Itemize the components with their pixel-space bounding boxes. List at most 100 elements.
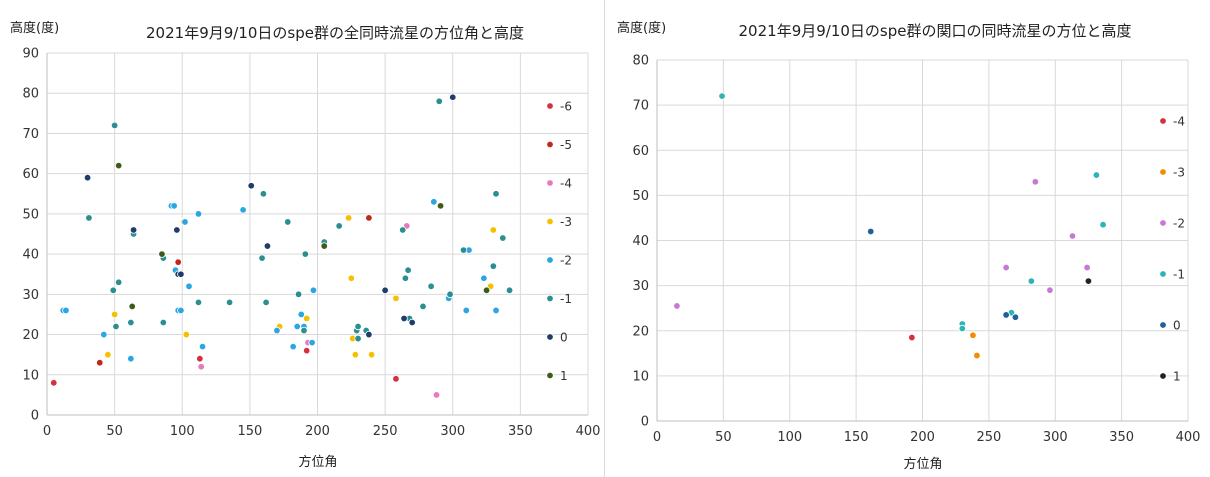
data-point-mag-0 — [381, 286, 389, 295]
legend-marker — [546, 371, 554, 380]
data-point-mag-neg2 — [1046, 286, 1054, 294]
data-point-mag-neg1 — [499, 234, 507, 242]
data-point-mag-0 — [365, 330, 373, 339]
data-point-mag-1 — [482, 286, 491, 295]
data-point-mag-neg1 — [85, 214, 93, 222]
data-point-mag-neg1 — [446, 290, 454, 299]
chart-title: 2021年9月9/10日のspe群の関口の同時流星の方位と高度 — [739, 22, 1132, 40]
data-point-mag-neg1 — [112, 322, 120, 331]
data-point-mag-neg1 — [489, 262, 498, 270]
x-tick-label: 250 — [373, 424, 398, 439]
y-tick-label: 90 — [22, 47, 39, 62]
legend-entry-label: -3 — [560, 215, 572, 229]
y-tick-label: 30 — [632, 279, 649, 294]
y-tick-label: 80 — [22, 87, 39, 102]
data-point-mag-neg2 — [293, 322, 301, 331]
x-tick-label: 300 — [440, 424, 465, 439]
data-point-mag-0 — [263, 242, 272, 250]
chart-panel-all: 2021年9月9/10日のspe群の全同時流星の方位角と高度 高度(度) 方位角 0 5… — [10, 0, 605, 477]
legend-marker — [1159, 321, 1167, 329]
x-tick-label: 0 — [43, 424, 51, 439]
legend-marker — [1159, 219, 1167, 227]
y-tick-label: 70 — [632, 99, 649, 114]
legend-entry-label: -4 — [1173, 115, 1185, 129]
y-tick-label: 0 — [641, 415, 649, 430]
data-point-mag-0 — [408, 318, 416, 327]
data-point-mag-neg6 — [392, 375, 400, 383]
data-point-mag-0 — [867, 227, 875, 236]
data-point-mag-0 — [400, 314, 408, 323]
data-point-mag-neg1 — [1092, 171, 1101, 179]
data-point-mag-neg2 — [181, 218, 189, 226]
data-point-mag-neg3 — [351, 350, 360, 359]
y-tick-label: 40 — [632, 234, 649, 249]
data-point-mag-neg1 — [294, 290, 303, 299]
data-point-mag-neg2 — [297, 310, 305, 319]
data-point-mag-neg2 — [673, 302, 681, 310]
y-tick-label: 0 — [31, 409, 39, 424]
data-point-mag-neg2 — [194, 210, 203, 218]
chart-title: 2021年9月9/10日のspe群の全同時流星の方位角と高度 — [146, 24, 524, 42]
data-point-mag-neg3 — [969, 331, 977, 339]
data-point-mag-1 — [436, 202, 445, 210]
data-point-mag-neg1 — [301, 250, 310, 258]
data-point-mag-neg2 — [1031, 178, 1040, 186]
data-point-mag-1 — [114, 161, 123, 170]
data-point-mag-neg2 — [430, 198, 438, 206]
data-point-mag-1 — [128, 302, 136, 311]
data-point-mag-1 — [158, 250, 166, 258]
data-point-mag-neg6 — [50, 379, 58, 387]
data-point-mag-neg2 — [492, 306, 500, 315]
data-point-mag-0 — [83, 173, 92, 182]
legend-entry-label: 0 — [1173, 319, 1181, 333]
data-point-mag-neg3 — [110, 310, 119, 319]
data-point-mag-0 — [247, 182, 255, 190]
data-point-mag-neg4 — [197, 363, 205, 371]
legend-entry-label: -5 — [560, 138, 572, 152]
data-point-mag-neg3 — [104, 350, 112, 359]
data-point-mag-neg2 — [185, 282, 193, 290]
chart-panel-sekiguchi: 2021年9月9/10日のspe群の関口の同時流星の方位と高度 高度(度) 方位角 0… — [605, 0, 1210, 477]
legend-marker — [1159, 270, 1167, 278]
legend-marker — [546, 140, 554, 149]
x-tick-label: 250 — [976, 430, 1001, 445]
x-tick-label: 150 — [844, 430, 869, 445]
x-tick-label: 350 — [508, 424, 533, 439]
y-tick-label: 30 — [22, 288, 39, 303]
data-point-mag-neg6 — [302, 346, 311, 355]
y-tick-label: 50 — [22, 207, 39, 222]
y-tick-label: 80 — [632, 54, 649, 69]
data-point-mag-neg1 — [427, 282, 435, 290]
data-point-mag-neg3 — [182, 330, 191, 339]
data-point-mag-0 — [449, 93, 457, 101]
data-point-mag-neg1 — [225, 298, 234, 307]
data-point-mag-neg1 — [1099, 221, 1107, 229]
data-point-mag-0 — [129, 226, 138, 234]
data-point-mag-neg1 — [110, 121, 119, 130]
data-point-mag-neg5 — [174, 258, 182, 266]
data-point-mag-neg1 — [459, 246, 468, 254]
x-tick-label: 200 — [910, 430, 935, 445]
data-point-mag-neg4 — [908, 333, 916, 342]
y-tick-label: 10 — [22, 368, 39, 383]
data-point-mag-0 — [1002, 311, 1010, 319]
data-point-mag-neg2 — [273, 326, 281, 335]
data-point-mag-neg1 — [404, 266, 412, 274]
data-point-mag-neg1 — [718, 92, 726, 100]
data-point-mag-0 — [1011, 313, 1020, 321]
data-point-mag-neg2 — [170, 202, 178, 210]
data-point-mag-neg1 — [258, 254, 266, 262]
data-point-mag-neg1 — [958, 324, 967, 333]
y-tick-label: 50 — [632, 189, 649, 204]
data-point-mag-neg1 — [399, 226, 407, 234]
data-point-mag-neg1 — [335, 222, 343, 230]
y-axis-label: 高度(度) — [617, 20, 666, 36]
scatter-chart-sekiguchi: 2021年9月9/10日のspe群の関口の同時流星の方位と高度 高度(度) 方位角 0… — [617, 20, 1200, 472]
data-point-mag-neg1 — [1027, 277, 1036, 285]
data-point-mag-neg2 — [100, 330, 108, 339]
x-tick-label: 400 — [576, 424, 601, 439]
x-tick-label: 150 — [237, 424, 262, 439]
data-point-mag-neg1 — [194, 298, 203, 307]
legend-entry-label: -1 — [1173, 268, 1185, 282]
data-point-mag-neg1 — [114, 278, 123, 286]
